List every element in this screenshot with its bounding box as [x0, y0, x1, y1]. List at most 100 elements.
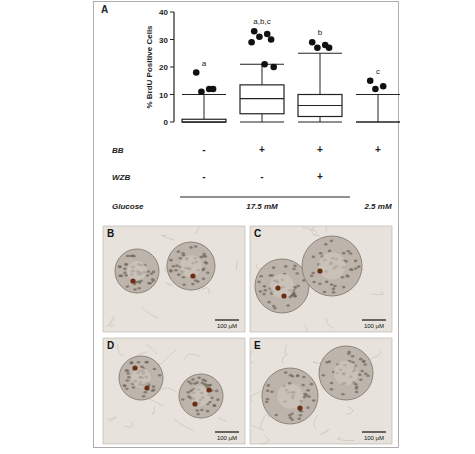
tissue-fiber [184, 354, 200, 360]
nucleus [293, 294, 297, 297]
nucleus [137, 361, 141, 364]
whisker-lower [320, 117, 321, 123]
nucleus [330, 283, 334, 286]
tissue-fiber [218, 418, 226, 421]
brdu-nucleus [130, 278, 135, 283]
nucleus [118, 265, 122, 268]
nucleus [305, 394, 309, 397]
median [240, 98, 284, 99]
y-tick [170, 67, 174, 68]
nucleus [202, 253, 206, 256]
nucleus [123, 271, 127, 274]
nucleus [201, 381, 205, 384]
nucleus [118, 266, 122, 269]
nucleus [125, 387, 129, 390]
outlier [198, 88, 205, 95]
islet [179, 374, 223, 418]
islet-core [319, 253, 346, 280]
panel-label: A [101, 4, 108, 15]
glucose-label: 2.5 mM [363, 202, 391, 211]
outlier [248, 39, 255, 46]
nucleus [191, 283, 195, 286]
tissue-fiber [260, 436, 269, 444]
nucleus [123, 385, 127, 388]
nucleus [355, 391, 359, 394]
nucleus [196, 280, 200, 283]
nucleus [197, 376, 201, 379]
outlier [270, 64, 277, 71]
islet [302, 236, 362, 296]
nucleus [201, 379, 205, 382]
nucleus [359, 358, 363, 361]
nucleus [363, 363, 367, 366]
nucleus [177, 273, 181, 276]
tissue [108, 344, 226, 430]
nucleus [181, 398, 185, 401]
nucleus [328, 250, 332, 253]
tissue-fiber [157, 350, 176, 367]
outlier [261, 61, 268, 68]
tissue-fiber [303, 227, 317, 235]
tissue-fiber [372, 292, 384, 295]
group-line [180, 196, 350, 197]
outlier [372, 86, 379, 93]
outlier [367, 77, 374, 84]
y-tick [170, 122, 174, 123]
tissue-fiber [252, 426, 264, 431]
whisker-cap [356, 94, 400, 95]
nucleus [342, 252, 346, 255]
significance-letter: a,b,c [253, 17, 270, 26]
nucleus [257, 281, 261, 284]
islet [119, 356, 163, 400]
tissue-background [103, 338, 245, 444]
nucleus [263, 289, 267, 292]
tissue-fiber [282, 353, 288, 364]
scale-bar [215, 431, 239, 432]
nucleus [186, 391, 190, 394]
nucleus [312, 399, 316, 402]
nucleus [130, 361, 134, 364]
nucleus [259, 290, 263, 293]
nucleus [196, 413, 200, 416]
tissue-fiber [260, 415, 270, 429]
nucleus [341, 276, 345, 279]
outlier [264, 31, 271, 38]
brdu-nucleus [317, 268, 322, 273]
nucleus [310, 383, 314, 386]
outlier [268, 36, 275, 43]
micrograph: C100 µM [250, 221, 392, 335]
scale-bar [362, 431, 386, 432]
outlier [193, 69, 200, 76]
tissue-fiber [325, 226, 327, 232]
tissue-fiber [152, 406, 154, 414]
nucleus [202, 268, 206, 271]
box [240, 85, 284, 114]
tissue-fiber [320, 429, 330, 435]
nucleus [350, 268, 354, 271]
panel-label: B [107, 228, 114, 239]
nucleus [126, 255, 130, 258]
nucleus [268, 274, 272, 277]
nucleus [191, 378, 195, 381]
whisker-cap [182, 94, 226, 95]
nucleus [322, 374, 326, 377]
nucleus [213, 404, 217, 407]
scale-bar-label: 100 µM [217, 323, 237, 329]
nucleus [123, 268, 127, 271]
nucleus [193, 382, 197, 385]
nucleus [354, 267, 358, 270]
nucleus [273, 307, 277, 310]
nucleus [354, 260, 358, 263]
nucleus [311, 272, 315, 275]
nucleus [332, 288, 336, 291]
y-tick-label: 0 [164, 118, 169, 127]
tissue-background [250, 226, 392, 332]
nucleus [120, 275, 124, 278]
nucleus [267, 301, 271, 304]
nucleus [204, 261, 208, 264]
nucleus [351, 355, 355, 358]
condition-label: Glucose [112, 202, 144, 211]
tissue-fiber [326, 318, 333, 328]
nucleus [362, 360, 366, 363]
nucleus [200, 409, 204, 412]
